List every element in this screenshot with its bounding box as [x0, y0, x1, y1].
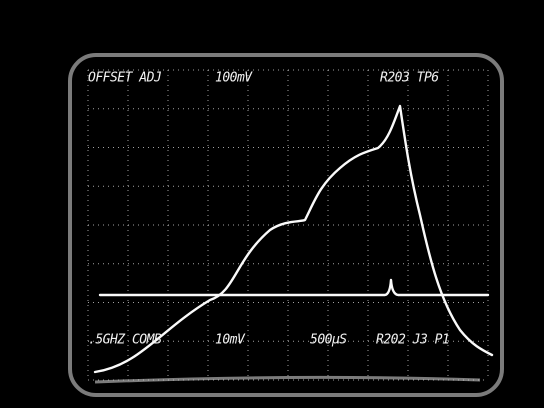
- top-label: 100mV: [215, 71, 253, 86]
- page: {"screen": { "top_labels": ["OFFSET ADJ"…: [0, 0, 544, 408]
- top-label: R203 TP6: [380, 71, 439, 86]
- bottom-label: .5GHZ COMB: [88, 333, 162, 348]
- bottom-label: 10mV: [215, 333, 246, 348]
- bottom-label: R202 J3 P1: [376, 333, 449, 348]
- top-label: OFFSET ADJ: [88, 71, 161, 86]
- oscilloscope-photo: OFFSET ADJ 100mV R203 TP6 .5GHZ COMB 10m…: [0, 0, 544, 408]
- bottom-label: 500µS: [310, 333, 347, 348]
